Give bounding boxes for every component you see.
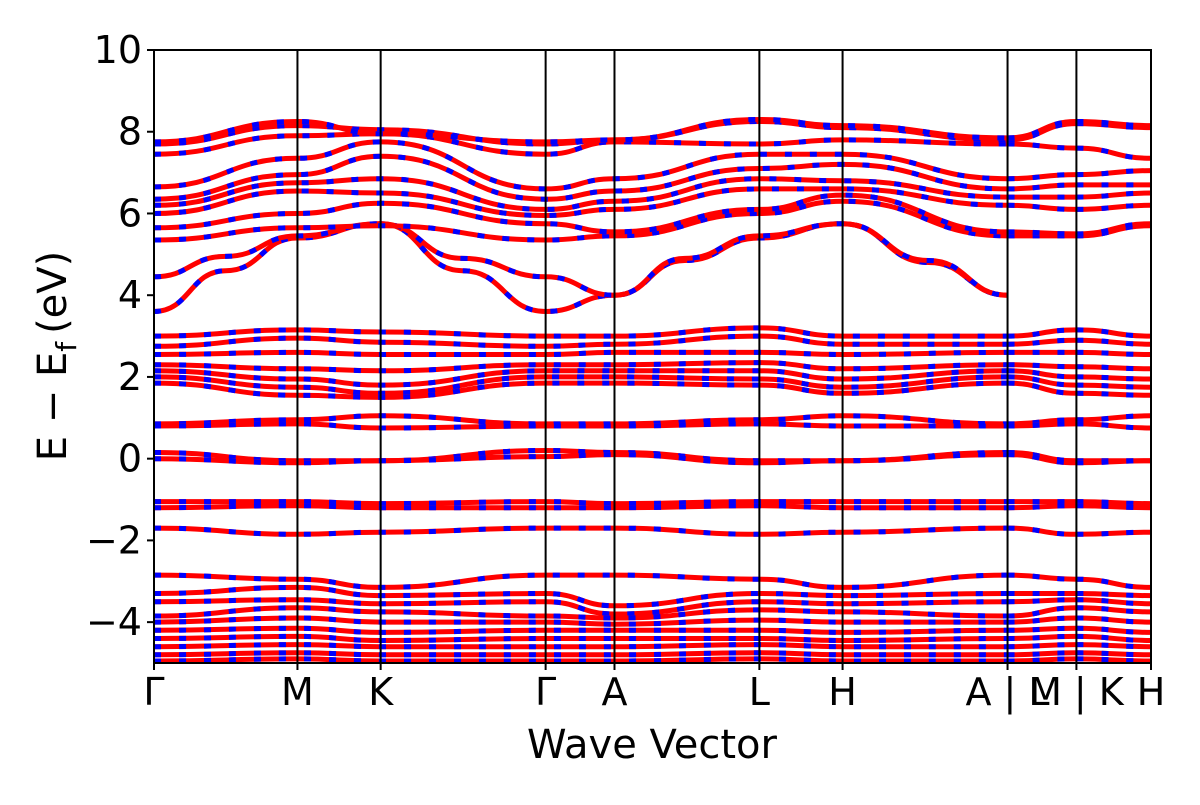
x-tick-label-1: Γ	[143, 670, 164, 714]
band-12-spin-up	[154, 325, 1151, 339]
band-31-spin-up	[154, 625, 1151, 635]
x-tick-label-5: A	[601, 670, 627, 714]
y-axis-title: E − Ef (eV)	[30, 251, 83, 462]
x-axis-title: Wave Vector	[527, 722, 778, 768]
y-tick-label-4: 2	[118, 355, 142, 399]
y-tick-label-7: 8	[118, 110, 142, 154]
y-tick-label-6: 6	[118, 191, 142, 235]
band-24-spin-down	[154, 503, 1151, 511]
band-5-spin-down	[154, 186, 1151, 218]
band-27-spin-down	[154, 584, 1151, 609]
band-35-spin-down	[154, 656, 1151, 663]
x-tick-label-6: L	[749, 670, 770, 714]
band-18-spin-down	[154, 380, 1151, 400]
band-34-spin-down	[154, 650, 1151, 658]
x-axis: Γ M K Γ A L H A | LM | K H	[143, 663, 1165, 715]
y-tick-label-5: 4	[118, 273, 142, 317]
band-22-spin-down	[154, 452, 1151, 466]
band-25-spin-up	[154, 525, 1151, 537]
y-axis-title-main: E − E	[30, 352, 76, 462]
x-tick-label-10: H	[1137, 670, 1166, 714]
y-axis-title-unit: (eV)	[30, 251, 76, 334]
band-32-spin-down	[154, 633, 1151, 643]
band-23-spin-down	[154, 499, 1151, 507]
x-tick-label-9: M | K	[1029, 670, 1125, 715]
band-33-spin-up	[154, 642, 1151, 650]
y-axis: −4 −2 0 2 4 6 8 10	[86, 28, 154, 644]
band-24-spin-up	[154, 503, 1151, 511]
band-14-spin-down	[154, 349, 1151, 358]
bands-layer	[154, 117, 1151, 663]
x-tick-label-8: A | L	[965, 670, 1049, 715]
y-tick-label-3: 0	[118, 437, 142, 481]
band-20-spin-up	[154, 421, 1151, 431]
band-11-spin-down	[154, 117, 1151, 145]
band-32-spin-up	[154, 633, 1151, 643]
x-tick-label-2: M	[281, 670, 314, 714]
band-31-spin-down	[154, 625, 1151, 635]
band-2-spin-up	[154, 221, 1008, 298]
band-34-spin-up	[154, 650, 1151, 658]
band-35-spin-up	[154, 656, 1151, 663]
band-26-spin-down	[154, 572, 1151, 590]
band-28-spin-down	[154, 597, 1151, 617]
band-20-spin-down	[154, 421, 1151, 431]
band-1-spin-down	[154, 221, 1008, 314]
y-tick-label-2: −2	[86, 518, 142, 562]
band-14-spin-up	[154, 349, 1151, 358]
high-symmetry-lines	[296, 50, 1078, 663]
y-tick-label-8: 10	[94, 28, 142, 72]
x-tick-label-4: Γ	[535, 670, 556, 714]
plot-frame	[153, 49, 1152, 664]
band-3-spin-down	[154, 198, 1151, 243]
x-tick-label-3: K	[368, 670, 394, 714]
band-17-spin-down	[154, 374, 1151, 396]
band-9-spin-down	[154, 131, 1151, 161]
band-21-spin-down	[154, 448, 1151, 464]
y-tick-label-1: −4	[86, 600, 142, 644]
y-axis-title-subscript: f	[50, 341, 83, 352]
band-33-spin-down	[154, 642, 1151, 650]
band-30-spin-down	[154, 615, 1151, 627]
x-tick-label-7: H	[828, 670, 857, 714]
band-16-spin-down	[154, 368, 1151, 388]
